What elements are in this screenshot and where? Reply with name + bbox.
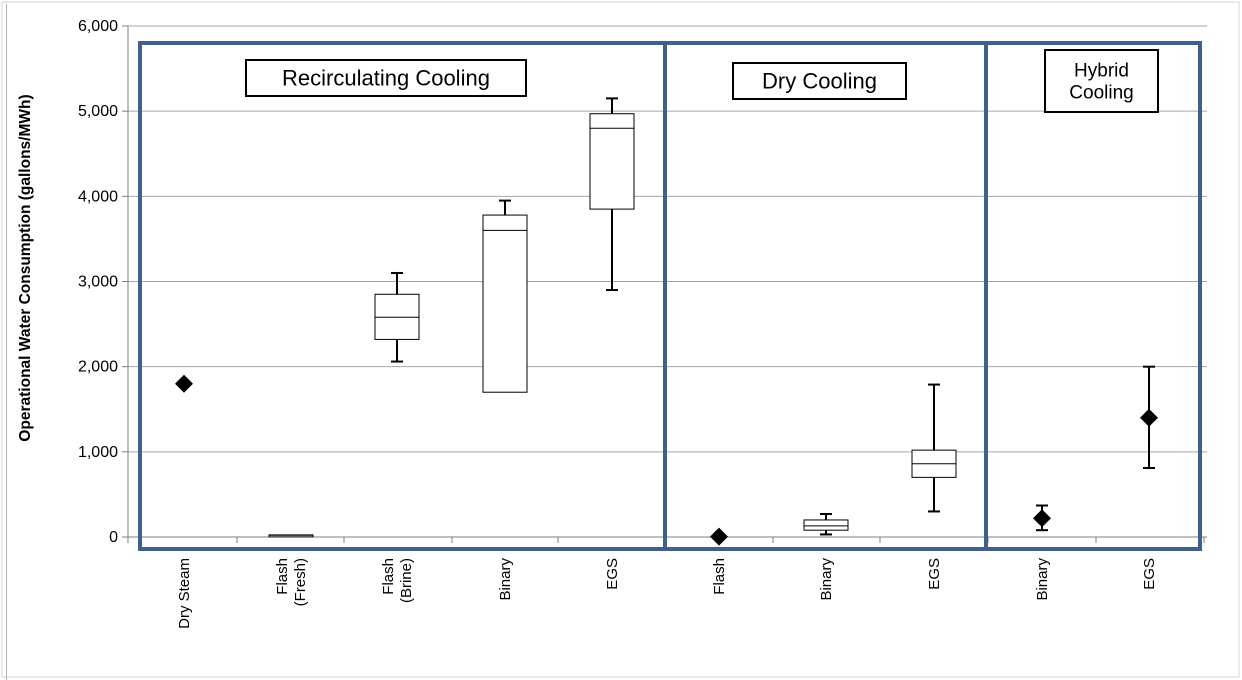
y-tick-label: 4,000: [78, 188, 118, 205]
category-label: Binary: [818, 558, 835, 601]
y-tick-label: 3,000: [78, 274, 118, 291]
y-axis-label: Operational Water Consumption (gallons/M…: [17, 94, 34, 441]
group-title-box: [1044, 49, 1159, 113]
data-point-diamond: [175, 374, 193, 393]
category-label: Flash: [274, 558, 291, 595]
category-label: EGS: [1141, 558, 1158, 590]
cooling-group-border: [984, 41, 1202, 551]
group-title: Dry Cooling: [762, 69, 877, 94]
category-label: Dry Steam: [176, 558, 193, 629]
group-title: Recirculating Cooling: [282, 66, 490, 91]
y-tick-label: 6,000: [78, 18, 118, 35]
y-tick-label: 2,000: [78, 359, 118, 376]
box: [803, 519, 849, 531]
data-point-diamond: [1033, 509, 1051, 528]
group-title: Cooling: [1069, 83, 1133, 104]
category-label: EGS: [926, 558, 943, 590]
frame-left-edge: [6, 4, 7, 680]
category-label: Flash: [380, 558, 397, 595]
category-label: Binary: [497, 558, 514, 601]
category-label: EGS: [604, 558, 621, 590]
category-label: Binary: [1034, 558, 1051, 601]
group-title-box: [732, 62, 907, 100]
cooling-groups: Recirculating Cooling Dry Cooling HybridCo…: [138, 41, 1202, 551]
y-tick-label: 1,000: [78, 444, 118, 461]
gridlines: [128, 25, 1207, 453]
box: [482, 214, 528, 393]
category-label: (Fresh): [292, 558, 309, 606]
data-point-diamond: [1140, 408, 1158, 427]
group-title: Hybrid: [1074, 61, 1129, 82]
y-tick-label: 5,000: [78, 103, 118, 120]
y-tick-label: 0: [109, 529, 118, 546]
category-label: Flash: [711, 558, 728, 595]
group-title-box: [245, 59, 527, 97]
plot-marks: [175, 97, 1158, 546]
category-label: (Brine): [398, 558, 415, 603]
category-labels: Dry Steam Flash (Fresh) Flash (Brine) Binary E…: [176, 558, 1158, 629]
box: [589, 113, 635, 210]
data-point-diamond: [710, 527, 728, 546]
